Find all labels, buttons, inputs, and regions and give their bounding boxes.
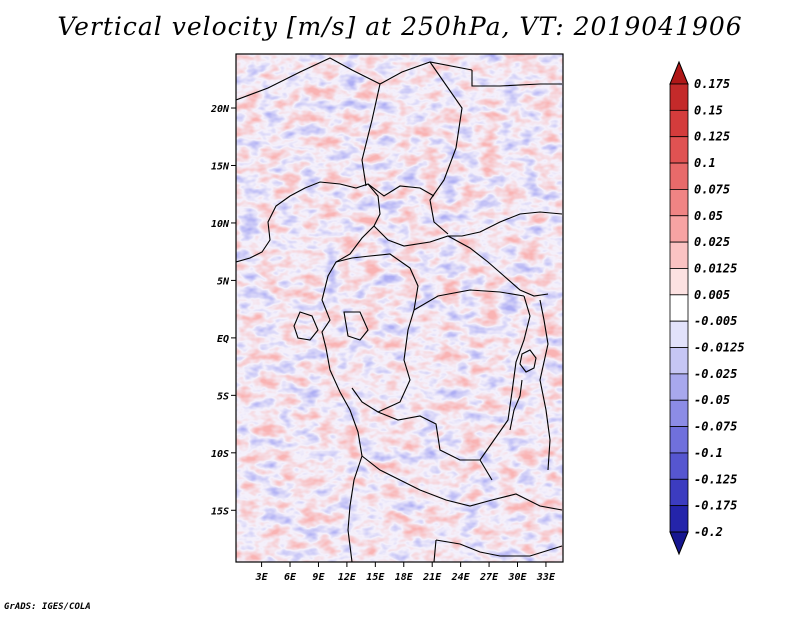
colorbar-label: -0.0125: [694, 341, 745, 355]
colorbar-swatch: [669, 215, 689, 243]
colorbar-swatch: [669, 136, 689, 164]
colorbar-extend-bottom: [669, 531, 689, 556]
colorbar-label: 0.075: [694, 182, 730, 196]
x-tick-label: 15E: [366, 572, 385, 583]
colorbar-swatch: [669, 399, 689, 427]
x-tick-label: 6E: [284, 572, 297, 583]
colorbar-label: -0.05: [694, 393, 730, 407]
colorbar-label: -0.075: [694, 420, 737, 434]
colorbar-label: -0.025: [694, 367, 737, 381]
x-tick-label: 27E: [479, 572, 499, 583]
x-tick-label: 21E: [422, 572, 442, 583]
colorbar-label: 0.125: [694, 130, 730, 144]
y-tick-label: 5N: [217, 276, 230, 287]
colorbar-label: -0.1: [694, 446, 723, 460]
y-tick-label: 20N: [210, 104, 230, 115]
colorbar-label: 0.0125: [694, 261, 737, 275]
y-tick-label: 10N: [211, 219, 230, 230]
plot-frame: [235, 53, 564, 563]
colorbar-swatch: [669, 162, 689, 190]
colorbar-swatch: [669, 347, 689, 375]
colorbar: 0.175 0.15 0.125 0.1 0.075 0.05 0.025 0.0125 0.0…: [669, 60, 745, 556]
colorbar-label: 0.175: [694, 77, 730, 91]
colorbar-extend-top: [669, 60, 689, 85]
x-tick-label: 18E: [395, 572, 414, 583]
colorbar-label: 0.05: [694, 209, 723, 223]
y-tick-label: 5S: [217, 391, 229, 402]
colorbar-swatch: [669, 505, 689, 533]
colorbar-swatch: [669, 426, 689, 454]
x-tick-label: 12E: [338, 572, 357, 583]
y-tick-label: EQ: [217, 334, 229, 345]
colorbar-label: 0.1: [694, 156, 716, 170]
x-tick-label: 24E: [451, 572, 471, 583]
x-tick-label: 3E: [255, 572, 269, 583]
colorbar-swatch: [669, 83, 689, 111]
y-tick-label: 10S: [211, 449, 229, 460]
colorbar-swatch: [669, 241, 689, 269]
map-boundaries: [236, 57, 563, 562]
y-tick-label: 15N: [211, 161, 230, 172]
colorbar-label: 0.005: [694, 288, 730, 302]
chart-title: Vertical velocity [m/s] at 250hPa, VT: 2…: [57, 12, 743, 41]
x-tick-label: 30E: [507, 572, 527, 583]
colorbar-label: 0.025: [694, 235, 730, 249]
colorbar-swatch: [669, 189, 689, 217]
x-tick-label: 33E: [536, 572, 556, 583]
x-axis: 3E 6E 9E 12E 15E 18E 21E 24E 27E 30E 33E: [255, 562, 556, 583]
colorbar-swatch: [669, 478, 689, 507]
colorbar-swatch: [669, 320, 689, 348]
colorbar-swatch: [669, 268, 689, 296]
footer-credit: GrADS: IGES/COLA: [4, 602, 91, 612]
colorbar-label: -0.2: [694, 525, 723, 539]
colorbar-label: -0.005: [694, 314, 737, 328]
y-tick-label: 15S: [211, 506, 229, 517]
colorbar-swatch: [669, 452, 689, 480]
colorbar-swatch: [669, 373, 689, 401]
colorbar-swatch: [669, 294, 689, 322]
colorbar-label: -0.175: [694, 499, 737, 513]
velocity-field: [236, 54, 563, 562]
colorbar-label: 0.15: [694, 103, 723, 117]
colorbar-swatch: [669, 109, 689, 138]
colorbar-label: -0.125: [694, 472, 737, 486]
x-tick-label: 9E: [312, 572, 325, 583]
y-axis: 20N 15N 10N 5N EQ 5S 10S 15S: [210, 104, 236, 517]
